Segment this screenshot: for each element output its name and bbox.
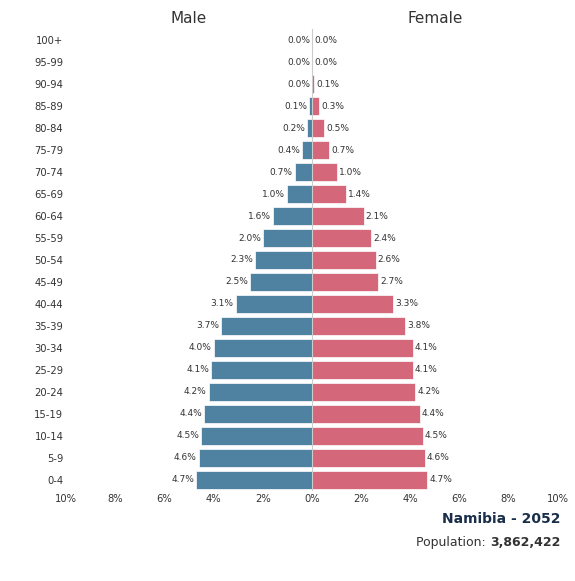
- Bar: [312, 229, 371, 248]
- Bar: [312, 119, 324, 137]
- Text: 3.3%: 3.3%: [395, 299, 418, 309]
- Bar: [204, 404, 312, 424]
- Text: 0.0%: 0.0%: [287, 58, 310, 67]
- Text: 4.4%: 4.4%: [422, 410, 445, 418]
- Text: 3,862,422: 3,862,422: [490, 536, 561, 549]
- Bar: [312, 207, 363, 225]
- Text: 0.7%: 0.7%: [331, 145, 354, 155]
- Bar: [214, 339, 312, 357]
- Bar: [197, 471, 312, 489]
- Text: 0.0%: 0.0%: [287, 35, 310, 45]
- Bar: [312, 163, 336, 181]
- Bar: [295, 163, 312, 181]
- Bar: [312, 426, 423, 445]
- Text: 4.1%: 4.1%: [415, 343, 438, 353]
- Bar: [302, 141, 312, 159]
- Text: 1.0%: 1.0%: [262, 189, 285, 199]
- Bar: [312, 339, 413, 357]
- Text: 3.1%: 3.1%: [211, 299, 234, 309]
- Text: 1.4%: 1.4%: [348, 189, 371, 199]
- Text: 2.6%: 2.6%: [378, 256, 401, 264]
- Bar: [209, 383, 312, 401]
- Text: 0.7%: 0.7%: [270, 167, 293, 177]
- Bar: [312, 449, 425, 467]
- Text: 2.1%: 2.1%: [366, 211, 388, 221]
- Bar: [312, 75, 315, 94]
- Bar: [312, 361, 413, 379]
- Bar: [263, 229, 312, 248]
- Text: 4.2%: 4.2%: [184, 388, 207, 396]
- Text: 4.7%: 4.7%: [430, 475, 453, 485]
- Bar: [199, 449, 312, 467]
- Text: 0.5%: 0.5%: [326, 124, 349, 132]
- Text: 1.0%: 1.0%: [339, 167, 362, 177]
- Text: 4.5%: 4.5%: [177, 432, 200, 440]
- Bar: [312, 317, 405, 335]
- Bar: [288, 185, 312, 203]
- Text: 4.1%: 4.1%: [415, 365, 438, 375]
- Bar: [312, 295, 393, 313]
- Text: 4.5%: 4.5%: [424, 432, 447, 440]
- Text: 4.6%: 4.6%: [427, 453, 450, 462]
- Text: 2.4%: 2.4%: [373, 234, 396, 242]
- Text: 0.1%: 0.1%: [316, 80, 339, 88]
- Bar: [312, 383, 415, 401]
- Text: Namibia - 2052: Namibia - 2052: [442, 512, 561, 526]
- Text: 0.0%: 0.0%: [287, 80, 310, 88]
- Text: 0.1%: 0.1%: [285, 102, 308, 110]
- Bar: [312, 471, 427, 489]
- Text: Population:: Population:: [416, 536, 490, 549]
- Text: 4.2%: 4.2%: [417, 388, 440, 396]
- Text: Female: Female: [407, 11, 462, 26]
- Text: 4.6%: 4.6%: [174, 453, 197, 462]
- Bar: [273, 207, 312, 225]
- Text: 0.0%: 0.0%: [314, 58, 337, 67]
- Bar: [312, 185, 346, 203]
- Bar: [251, 272, 312, 291]
- Bar: [201, 426, 312, 445]
- Text: 4.0%: 4.0%: [189, 343, 212, 353]
- Bar: [211, 361, 312, 379]
- Text: 0.4%: 0.4%: [277, 145, 300, 155]
- Bar: [312, 250, 376, 270]
- Text: 2.5%: 2.5%: [225, 278, 248, 286]
- Bar: [309, 96, 312, 116]
- Text: 1.6%: 1.6%: [248, 211, 271, 221]
- Text: Male: Male: [171, 11, 207, 26]
- Text: 2.7%: 2.7%: [380, 278, 403, 286]
- Text: 4.4%: 4.4%: [179, 410, 202, 418]
- Text: 0.0%: 0.0%: [314, 35, 337, 45]
- Bar: [312, 96, 319, 116]
- Text: 3.7%: 3.7%: [196, 321, 219, 331]
- Text: 2.0%: 2.0%: [238, 234, 261, 242]
- Bar: [255, 250, 312, 270]
- Text: PopulationPyramid.net: PopulationPyramid.net: [22, 547, 156, 560]
- Bar: [307, 119, 312, 137]
- Text: 4.7%: 4.7%: [171, 475, 194, 485]
- Text: 0.2%: 0.2%: [282, 124, 305, 132]
- Bar: [312, 141, 329, 159]
- Text: 3.8%: 3.8%: [407, 321, 430, 331]
- Bar: [236, 295, 312, 313]
- Bar: [312, 404, 420, 424]
- Text: 0.3%: 0.3%: [321, 102, 344, 110]
- Text: 2.3%: 2.3%: [231, 256, 254, 264]
- Text: 4.1%: 4.1%: [186, 365, 209, 375]
- Bar: [312, 272, 378, 291]
- Bar: [221, 317, 312, 335]
